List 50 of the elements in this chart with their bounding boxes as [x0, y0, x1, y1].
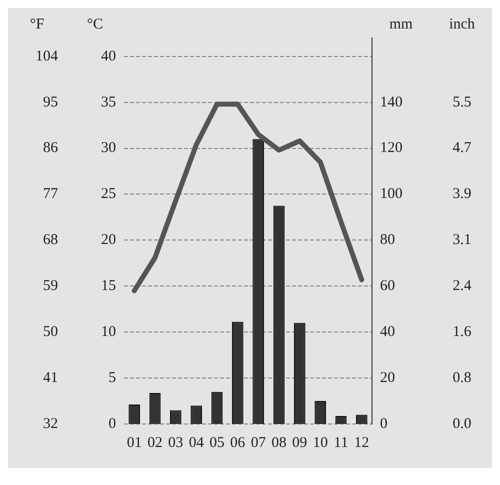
y-tick-label: 25	[101, 186, 116, 202]
y3-tick-label: 95	[43, 94, 58, 110]
y2-tick-label: 60	[380, 278, 395, 294]
y-tick-label: 15	[101, 278, 116, 294]
text: 4.7	[452, 140, 472, 156]
y-tick-label: 5	[108, 370, 116, 386]
x-tick-label: 05	[210, 434, 224, 451]
x-tick-label: 06	[230, 434, 246, 451]
y2-tick-label: 20	[380, 370, 395, 386]
x-tick-label: 07	[250, 434, 266, 451]
x-tick-label: 11	[334, 434, 348, 451]
y2-tick-label: 40	[380, 324, 395, 340]
y-tick-label: 20	[101, 232, 116, 248]
y3-tick-label: 77	[43, 186, 58, 202]
text: 2.4	[452, 278, 472, 294]
y2-tick-label: 140	[380, 94, 402, 110]
x-tick-label: 09	[292, 434, 308, 451]
y2-tick-label: 0	[380, 416, 388, 432]
y2-axis-title: mm	[389, 16, 413, 32]
y3-axis-title: °F	[30, 16, 44, 32]
x-tick-label: 08	[272, 434, 286, 451]
y2-tick-label: 100	[380, 186, 402, 202]
y-axis-title: °C	[86, 16, 104, 32]
x-tick-label: 02	[148, 434, 162, 451]
y3-tick-label: 32	[43, 416, 58, 432]
y2-tick-label: 80	[380, 232, 395, 248]
x-tick-label: 01	[126, 434, 142, 451]
y3-tick-label: 59	[43, 278, 58, 294]
y3-tick-label: 104	[36, 48, 58, 64]
x-tick-label: 04	[188, 434, 204, 451]
text: 1.6	[452, 324, 472, 340]
y-tick-label: 40	[101, 48, 116, 64]
y2-tick-label: 120	[380, 140, 402, 156]
text: inch	[449, 16, 476, 32]
text: 5.5	[452, 94, 472, 110]
text: 3.1	[452, 232, 472, 248]
text: 0.0	[452, 416, 472, 432]
y3-tick-label: 86	[43, 140, 58, 156]
y3-tick-label: 41	[43, 370, 58, 386]
y3-tick-label: 68	[43, 232, 58, 248]
y-tick-label: 10	[101, 324, 116, 340]
x-tick-label: 10	[312, 434, 328, 451]
text: 0.8	[452, 370, 472, 386]
y3-tick-label: 50	[43, 324, 58, 340]
y-tick-label: 35	[101, 94, 116, 110]
text: 3.9	[452, 186, 472, 202]
x-tick-label: 03	[168, 434, 184, 451]
x-tick-label: 12	[354, 434, 370, 451]
y-tick-label: 30	[101, 140, 116, 156]
y-tick-label: 0	[108, 416, 116, 432]
